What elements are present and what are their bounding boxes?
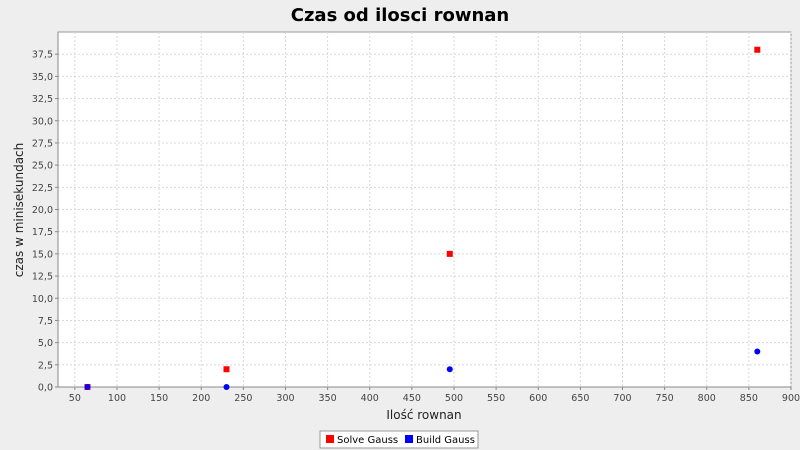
y-tick-label: 30,0	[32, 116, 53, 127]
y-tick-label: 15,0	[32, 249, 53, 260]
legend-label: Solve Gauss	[337, 435, 398, 446]
chart-title: Czas od ilosci rownan	[291, 5, 510, 26]
x-tick-label: 900	[782, 393, 800, 404]
x-tick-label: 300	[276, 393, 294, 404]
data-point-solve-gauss	[223, 366, 230, 373]
data-point-build-gauss	[84, 384, 91, 390]
x-tick-label: 750	[656, 393, 674, 404]
x-tick-label: 200	[192, 393, 210, 404]
grid-lines	[58, 32, 792, 388]
x-tick-label: 250	[234, 393, 252, 404]
data-point-build-gauss	[446, 366, 453, 373]
data-point-build-gauss	[223, 384, 230, 390]
data-point-build-gauss	[754, 348, 761, 355]
y-tick-label: 0,0	[38, 383, 53, 394]
y-axis-ticks: 0,0 2,5 5,0 7,5 10,0 12,5 15,0 17,5 20,0 22,5 25,0…	[32, 50, 58, 394]
plot-area	[57, 31, 792, 388]
legend-label: Build Gauss	[416, 435, 475, 446]
x-tick-label: 800	[698, 393, 716, 404]
legend-swatch	[326, 435, 334, 443]
x-tick-label: 350	[319, 393, 337, 404]
x-tick-label: 100	[108, 393, 126, 404]
x-tick-label: 550	[487, 393, 505, 404]
x-tick-label: 450	[403, 393, 421, 404]
y-tick-label: 2,5	[38, 360, 53, 371]
y-tick-label: 32,5	[32, 94, 53, 105]
x-axis-title: Ilość rownan	[386, 408, 461, 422]
x-tick-label: 600	[529, 393, 547, 404]
y-tick-label: 22,5	[32, 183, 53, 194]
y-tick-label: 5,0	[38, 338, 53, 349]
y-tick-label: 20,0	[32, 205, 53, 216]
x-tick-label: 50	[69, 393, 81, 404]
x-tick-label: 650	[571, 393, 589, 404]
x-tick-label: 700	[613, 393, 631, 404]
y-tick-label: 37,5	[32, 50, 53, 61]
x-tick-label: 400	[361, 393, 379, 404]
x-tick-label: 500	[445, 393, 463, 404]
data-points	[84, 46, 761, 390]
y-tick-label: 25,0	[32, 161, 53, 172]
legend: Solve Gauss Build Gauss	[326, 435, 475, 446]
legend-box	[319, 430, 479, 449]
y-tick-label: 12,5	[32, 272, 53, 283]
x-tick-label: 150	[150, 393, 168, 404]
y-tick-label: 27,5	[32, 138, 53, 149]
y-axis-title: czas w minisekundach	[12, 143, 26, 278]
x-tick-label: 850	[740, 393, 758, 404]
x-axis-ticks: 50 100 150 200 250 300 350 400 450 500 550 600 650 70…	[69, 387, 800, 404]
y-tick-label: 35,0	[32, 72, 53, 83]
y-tick-label: 7,5	[38, 316, 53, 327]
legend-swatch	[405, 435, 413, 443]
y-tick-label: 10,0	[32, 294, 53, 305]
data-point-solve-gauss	[754, 46, 761, 53]
data-point-solve-gauss	[446, 250, 453, 257]
y-tick-label: 17,5	[32, 227, 53, 238]
